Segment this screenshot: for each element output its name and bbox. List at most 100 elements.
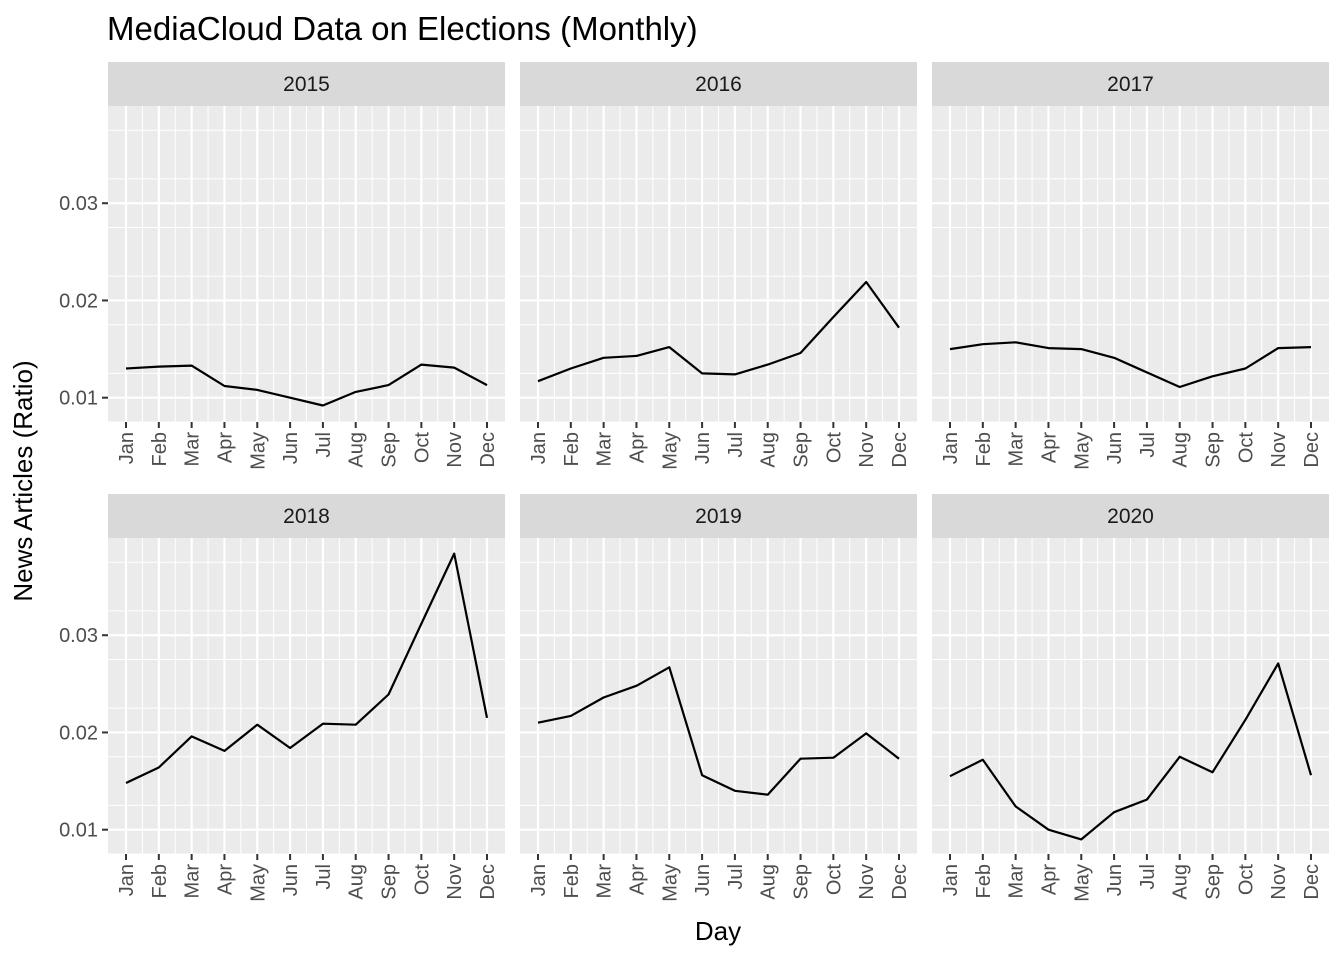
y-tick-label: 0.02 [59, 722, 98, 744]
x-tick-label: Oct [1235, 432, 1257, 464]
x-tick-label: Feb [561, 864, 583, 898]
x-tick-label: Nov [1268, 432, 1290, 468]
x-tick-label: Sep [1203, 432, 1225, 468]
y-axis-title: News Articles (Ratio) [8, 360, 38, 601]
x-tick-label: Aug [346, 864, 368, 900]
x-tick-label: Jul [1137, 432, 1159, 458]
x-tick-label: Mar [182, 432, 204, 467]
x-tick-label: Apr [214, 864, 236, 895]
x-tick-label: Jan [940, 864, 962, 896]
y-tick-label: 0.03 [59, 625, 98, 647]
x-tick-label: Oct [1235, 864, 1257, 896]
facet-panel-2016: 2016 Jan Feb Mar Apr May Jun Jul Aug Sep Oct Nov Dec [520, 62, 917, 470]
x-tick-label: Oct [411, 432, 433, 464]
series-line-2015 [125, 363, 488, 407]
x-tick-label: Jun [692, 864, 714, 896]
x-tick-label: Jun [1104, 432, 1126, 464]
x-tick-label: Apr [214, 432, 236, 463]
x-tick-label: May [659, 432, 681, 470]
y-tick-label: 0.02 [59, 290, 98, 312]
x-tick-label: Jul [313, 864, 335, 890]
x-tick-label: Sep [1203, 864, 1225, 900]
x-tick-label: Jan [116, 432, 138, 464]
x-tick-label: Aug [1170, 864, 1192, 900]
x-tick-label: Sep [791, 864, 813, 900]
x-tick-label: Mar [182, 864, 204, 899]
facet-strip-label: 2016 [695, 73, 742, 96]
facet-strip [520, 494, 917, 538]
x-tick-label: Jan [528, 864, 550, 896]
x-tick-label: Feb [973, 432, 995, 466]
x-tick-label: Dec [477, 432, 499, 468]
x-tick-label: Mar [1006, 864, 1028, 899]
x-tick-label: Aug [346, 432, 368, 468]
chart-title: MediaCloud Data on Elections (Monthly) [107, 10, 698, 47]
facet-panel-2015: 2015 Jan Feb Mar Apr May Jun Jul Aug Sep Oct Nov Dec… [59, 62, 505, 470]
x-tick-label: Nov [444, 864, 466, 900]
x-tick-label: Apr [626, 864, 648, 895]
x-tick-label: Apr [1038, 864, 1060, 895]
y-tick-label: 0.01 [59, 820, 98, 842]
x-tick-label: Jul [1137, 864, 1159, 890]
x-tick-label: May [247, 864, 269, 902]
series-line-2019 [537, 666, 900, 796]
x-tick-label: Jun [1104, 864, 1126, 896]
x-tick-label: Jan [940, 432, 962, 464]
x-tick-label: May [659, 864, 681, 902]
facet-strip [108, 62, 505, 106]
x-tick-label: Dec [1301, 864, 1323, 900]
facet-panels: 2015 Jan Feb Mar Apr May Jun Jul Aug Sep Oct Nov Dec… [59, 62, 1329, 902]
x-tick-label: Jul [725, 864, 747, 890]
facet-strip [932, 62, 1329, 106]
facet-panel-2020: 2020 Jan Feb Mar Apr May Jun Jul Aug Sep Oct Nov Dec [932, 494, 1329, 902]
facet-strip [932, 494, 1329, 538]
x-tick-label: Sep [379, 432, 401, 468]
x-tick-label: Sep [791, 432, 813, 468]
x-tick-label: May [1071, 432, 1093, 470]
x-tick-label: Aug [758, 432, 780, 468]
x-tick-label: Aug [758, 864, 780, 900]
x-tick-label: Jan [116, 864, 138, 896]
x-axis-title: Day [695, 916, 741, 946]
x-tick-label: Mar [594, 864, 616, 899]
x-tick-label: Nov [856, 432, 878, 468]
x-tick-label: Jan [528, 432, 550, 464]
facet-strip-label: 2015 [283, 73, 330, 96]
x-tick-label: Nov [856, 864, 878, 900]
x-tick-label: Jul [725, 432, 747, 458]
x-tick-label: Dec [889, 864, 911, 900]
x-tick-label: Feb [149, 432, 171, 466]
facet-panel-2017: 2017 Jan Feb Mar Apr May Jun Jul Aug Sep Oct Nov Dec [932, 62, 1329, 470]
y-tick-label: 0.01 [59, 388, 98, 410]
x-tick-label: Mar [1006, 432, 1028, 467]
x-tick-label: Feb [149, 864, 171, 898]
x-tick-label: Mar [594, 432, 616, 467]
x-tick-label: Feb [561, 432, 583, 466]
x-tick-label: Dec [1301, 432, 1323, 468]
x-tick-label: Dec [477, 864, 499, 900]
facet-strip-label: 2019 [695, 505, 742, 528]
x-tick-label: May [1071, 864, 1093, 902]
y-tick-label: 0.03 [59, 193, 98, 215]
x-tick-label: Aug [1170, 432, 1192, 468]
x-tick-label: Jun [280, 864, 302, 896]
x-tick-label: Nov [444, 432, 466, 468]
x-tick-label: Oct [823, 864, 845, 896]
x-tick-label: Oct [411, 864, 433, 896]
facet-strip [520, 62, 917, 106]
series-line-2020 [949, 662, 1313, 841]
series-line-2017 [949, 341, 1312, 389]
x-tick-label: Oct [823, 432, 845, 464]
x-tick-label: Jul [313, 432, 335, 458]
x-tick-label: Sep [379, 864, 401, 900]
series-line-2016 [537, 280, 900, 383]
x-tick-label: Jun [692, 432, 714, 464]
x-tick-label: Jun [280, 432, 302, 464]
x-tick-label: May [247, 432, 269, 470]
facet-strip-label: 2018 [283, 505, 330, 528]
x-tick-label: Apr [626, 432, 648, 463]
x-tick-label: Nov [1268, 864, 1290, 900]
x-tick-label: Dec [889, 432, 911, 468]
facet-panel-2019: 2019 Jan Feb Mar Apr May Jun Jul Aug Sep Oct Nov Dec [520, 494, 917, 902]
